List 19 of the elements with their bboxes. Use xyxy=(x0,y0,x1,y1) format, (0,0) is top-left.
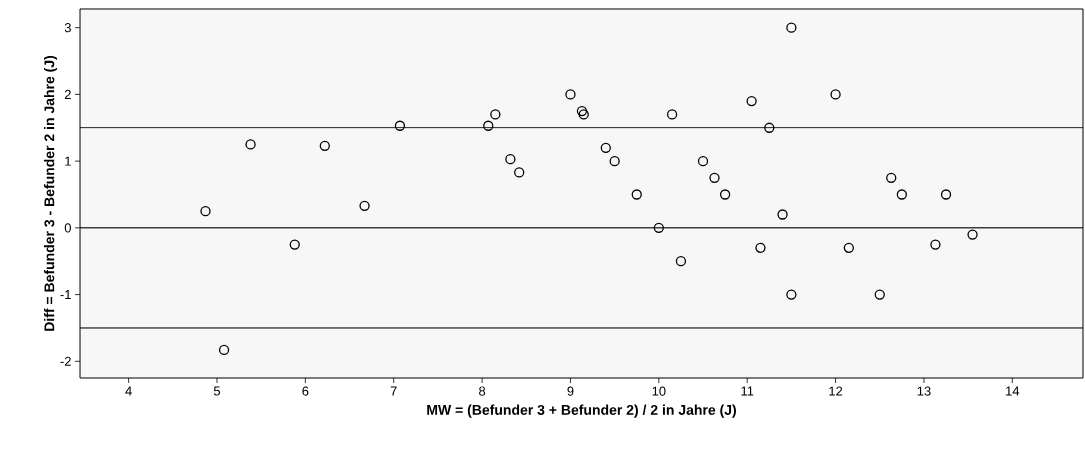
y-tick-label: 1 xyxy=(65,156,71,166)
y-tick-label: -1 xyxy=(60,290,71,300)
x-tick-label: 6 xyxy=(302,386,309,396)
y-tick-label: -2 xyxy=(60,356,71,366)
y-tick-label: 2 xyxy=(64,89,71,99)
x-tick-label: 10 xyxy=(652,386,666,396)
x-tick-label: 8 xyxy=(479,386,486,396)
x-tick-label: 12 xyxy=(829,386,843,396)
x-tick-label: 7 xyxy=(390,386,397,396)
y-tick-label: 0 xyxy=(64,223,71,233)
y-axis-title: Diff = Befunder 3 - Befunder 2 in Jahre (J) xyxy=(44,55,58,331)
x-tick-label: 5 xyxy=(213,386,221,396)
y-tick-label: 3 xyxy=(64,23,71,33)
x-tick-label: 4 xyxy=(125,386,132,396)
x-axis-title: MW = (Befunder 3 + Befunder 2) / 2 in Jahre (J) xyxy=(427,404,736,418)
x-tick-label: 13 xyxy=(917,386,931,396)
x-tick-label: 9 xyxy=(567,386,574,396)
x-tick-label: 11 xyxy=(741,386,754,396)
x-tick-label: 14 xyxy=(1006,386,1020,396)
